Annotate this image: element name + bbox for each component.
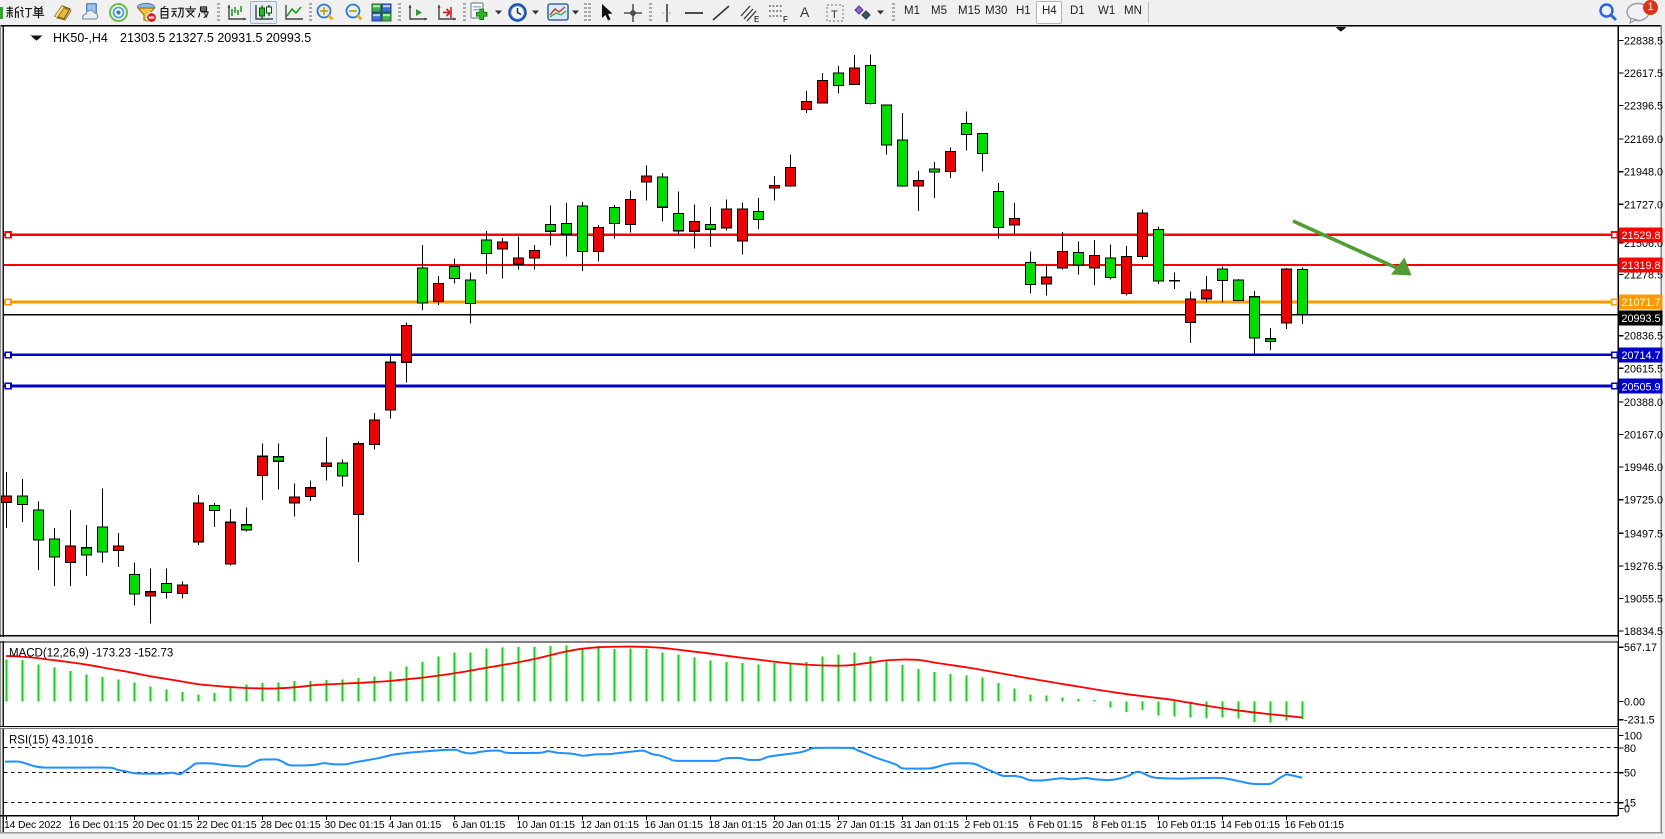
svg-text:0: 0 <box>1624 804 1630 816</box>
svg-text:21303.5 21327.5 20931.5 20993.: 21303.5 21327.5 20931.5 20993.5 <box>120 31 311 45</box>
svg-text:20836.5: 20836.5 <box>1624 331 1663 343</box>
svg-text:30 Dec 01:15: 30 Dec 01:15 <box>325 820 385 831</box>
svg-text:12 Jan 01:15: 12 Jan 01:15 <box>581 820 640 831</box>
svg-text:6 Jan 01:15: 6 Jan 01:15 <box>453 820 506 831</box>
svg-text:RSI(15) 43.1016: RSI(15) 43.1016 <box>9 735 93 747</box>
svg-text:14 Feb 01:15: 14 Feb 01:15 <box>1221 820 1281 831</box>
svg-text:F: F <box>783 15 788 23</box>
svg-text:22169.0: 22169.0 <box>1624 134 1663 146</box>
svg-text:28 Dec 01:15: 28 Dec 01:15 <box>261 820 321 831</box>
svg-text:21319.8: 21319.8 <box>1622 260 1661 272</box>
svg-text:31 Jan 01:15: 31 Jan 01:15 <box>901 820 960 831</box>
svg-text:22617.5: 22617.5 <box>1624 68 1663 80</box>
svg-text:20615.5: 20615.5 <box>1624 363 1663 375</box>
svg-text:E: E <box>754 15 759 23</box>
svg-text:10 Jan 01:15: 10 Jan 01:15 <box>517 820 576 831</box>
svg-text:22396.5: 22396.5 <box>1624 101 1663 113</box>
svg-text:21529.8: 21529.8 <box>1622 230 1661 242</box>
svg-text:18834.5: 18834.5 <box>1624 626 1663 638</box>
svg-text:4 Jan 01:15: 4 Jan 01:15 <box>389 820 442 831</box>
svg-text:0.00: 0.00 <box>1624 696 1645 708</box>
svg-text:21727.0: 21727.0 <box>1624 199 1663 211</box>
svg-text:20 Dec 01:15: 20 Dec 01:15 <box>133 820 193 831</box>
svg-text:19497.5: 19497.5 <box>1624 528 1663 540</box>
svg-text:19055.5: 19055.5 <box>1624 594 1663 606</box>
svg-text:20993.5: 20993.5 <box>1622 313 1661 325</box>
svg-text:20714.7: 20714.7 <box>1622 350 1661 362</box>
svg-text:16 Jan 01:15: 16 Jan 01:15 <box>645 820 704 831</box>
svg-text:20505.9: 20505.9 <box>1622 381 1661 393</box>
svg-text:20167.0: 20167.0 <box>1624 430 1663 442</box>
svg-text:50: 50 <box>1624 768 1636 780</box>
svg-text:HK50-,H4: HK50-,H4 <box>53 31 108 45</box>
svg-text:22838.5: 22838.5 <box>1624 35 1663 47</box>
svg-text:19946.0: 19946.0 <box>1624 462 1663 474</box>
svg-text:100: 100 <box>1624 731 1642 743</box>
svg-text:8 Feb 01:15: 8 Feb 01:15 <box>1093 820 1147 831</box>
svg-text:10 Feb 01:15: 10 Feb 01:15 <box>1157 820 1217 831</box>
svg-text:19276.5: 19276.5 <box>1624 561 1663 573</box>
svg-text:20388.0: 20388.0 <box>1624 397 1663 409</box>
svg-text:18 Jan 01:15: 18 Jan 01:15 <box>709 820 768 831</box>
svg-text:16 Dec 01:15: 16 Dec 01:15 <box>69 820 129 831</box>
svg-text:20 Jan 01:15: 20 Jan 01:15 <box>773 820 832 831</box>
svg-text:15: 15 <box>1624 798 1636 810</box>
svg-text:21948.0: 21948.0 <box>1624 167 1663 179</box>
svg-text:T: T <box>831 9 838 21</box>
svg-text:14 Dec 2022: 14 Dec 2022 <box>4 820 62 831</box>
svg-text:6 Feb 01:15: 6 Feb 01:15 <box>1029 820 1083 831</box>
svg-text:21071.7: 21071.7 <box>1622 297 1661 309</box>
svg-text:16 Feb 01:15: 16 Feb 01:15 <box>1285 820 1345 831</box>
svg-text:567.17: 567.17 <box>1624 642 1657 654</box>
svg-text:80: 80 <box>1624 743 1636 755</box>
svg-text:19725.0: 19725.0 <box>1624 495 1663 507</box>
svg-text:22 Dec 01:15: 22 Dec 01:15 <box>197 820 257 831</box>
svg-text:MACD(12,26,9) -173.23 -152.73: MACD(12,26,9) -173.23 -152.73 <box>9 648 173 660</box>
svg-text:-231.5: -231.5 <box>1624 715 1655 727</box>
svg-text:2 Feb 01:15: 2 Feb 01:15 <box>965 820 1019 831</box>
svg-text:27 Jan 01:15: 27 Jan 01:15 <box>837 820 896 831</box>
